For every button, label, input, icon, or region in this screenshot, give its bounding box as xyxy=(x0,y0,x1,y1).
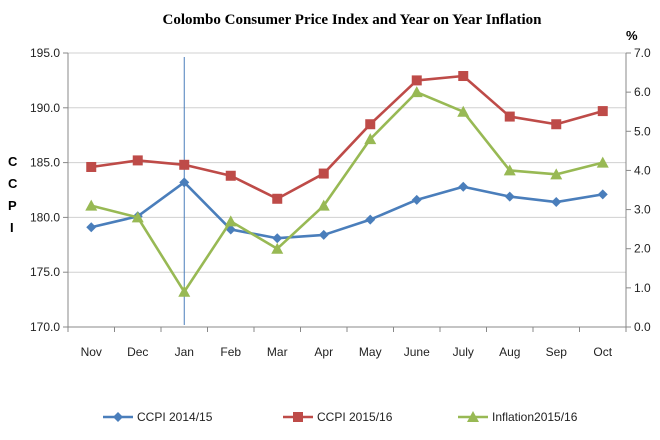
data-point xyxy=(225,170,236,181)
x-tick-label: Feb xyxy=(220,345,241,359)
data-point xyxy=(318,168,329,179)
x-tick-label: Aug xyxy=(499,345,520,359)
y-axis-left-label: C C P I xyxy=(8,154,18,235)
legend-label: Inflation2015/16 xyxy=(492,410,578,424)
data-point xyxy=(458,71,469,82)
x-tick-label: Apr xyxy=(314,345,333,359)
data-point xyxy=(597,189,608,200)
data-point xyxy=(410,86,423,98)
y-axis-left-ticks: 170.0 175.0 180.0 185.0 190.0 195.0 xyxy=(30,46,68,334)
series-line xyxy=(90,90,604,294)
data-point xyxy=(365,119,376,130)
data-point xyxy=(551,119,562,130)
series-ccpi-2015-16 xyxy=(86,71,608,204)
data-point xyxy=(597,106,608,117)
data-point xyxy=(131,211,144,223)
x-tick-label: Oct xyxy=(593,345,612,359)
legend-label: CCPI 2015/16 xyxy=(317,410,393,424)
x-tick-label: Jan xyxy=(175,345,194,359)
chart-title: Colombo Consumer Price Index and Year on… xyxy=(163,12,543,28)
y2-tick-label: 2.0 xyxy=(634,242,651,256)
y-tick-label: 175.0 xyxy=(30,265,60,279)
data-point xyxy=(551,197,562,208)
x-axis-ticks: Nov Dec Jan Feb Mar Apr May June July Aug Sep Oct xyxy=(67,327,627,359)
data-point xyxy=(365,214,376,225)
series-ccpi-2014-15 xyxy=(86,177,608,244)
data-point xyxy=(293,412,303,422)
data-point xyxy=(503,164,516,176)
data-point xyxy=(272,193,283,204)
y-axis-right-label: % xyxy=(626,28,638,43)
data-point xyxy=(85,199,98,211)
series-inflation2015-16 xyxy=(85,86,609,297)
data-point xyxy=(86,161,97,172)
y-axis-label-char: I xyxy=(10,220,14,235)
x-tick-label: July xyxy=(453,345,474,359)
y-tick-label: 195.0 xyxy=(30,46,60,60)
y2-tick-label: 0.0 xyxy=(634,320,651,334)
y-tick-label: 190.0 xyxy=(30,101,60,115)
y-tick-label: 180.0 xyxy=(30,210,60,224)
data-point xyxy=(457,105,470,117)
x-tick-label: May xyxy=(359,345,382,359)
data-point xyxy=(504,111,515,122)
data-point xyxy=(272,233,283,244)
y2-tick-label: 7.0 xyxy=(634,46,651,60)
data-point xyxy=(467,411,479,422)
y2-tick-label: 6.0 xyxy=(634,85,651,99)
legend-label: CCPI 2014/15 xyxy=(137,410,213,424)
data-point xyxy=(178,285,191,297)
x-tick-label: June xyxy=(404,345,430,359)
y-tick-label: 185.0 xyxy=(30,156,60,170)
series-line xyxy=(90,181,603,240)
plot-frame xyxy=(67,53,627,328)
y2-tick-label: 4.0 xyxy=(634,163,651,177)
x-tick-label: Nov xyxy=(81,345,102,359)
series-line xyxy=(91,74,604,201)
y2-tick-label: 5.0 xyxy=(634,124,651,138)
data-point xyxy=(86,222,97,233)
data-point xyxy=(318,229,329,240)
y-axis-label-char: C xyxy=(8,154,18,169)
data-point xyxy=(271,242,284,254)
y-axis-right-ticks: 0.0 1.0 2.0 3.0 4.0 5.0 6.0 7.0 xyxy=(626,46,651,334)
y2-tick-label: 3.0 xyxy=(634,203,651,217)
data-point xyxy=(411,194,422,205)
data-point xyxy=(113,412,123,422)
x-tick-label: Mar xyxy=(267,345,288,359)
x-tick-label: Dec xyxy=(127,345,148,359)
data-point xyxy=(179,159,190,170)
legend: CCPI 2014/15 CCPI 2015/16 Inflation2015/16 xyxy=(103,410,578,424)
data-point xyxy=(596,156,609,168)
y-axis-label-char: C xyxy=(8,176,18,191)
data-point xyxy=(458,181,469,192)
series-group xyxy=(85,71,609,297)
y-tick-label: 170.0 xyxy=(30,320,60,334)
data-point xyxy=(224,215,237,227)
data-point xyxy=(411,75,422,86)
data-point xyxy=(317,199,330,211)
y-axis-label-char: P xyxy=(8,198,17,213)
y2-tick-label: 1.0 xyxy=(634,281,651,295)
data-point xyxy=(179,177,190,188)
data-point xyxy=(132,155,143,166)
x-tick-label: Sep xyxy=(546,345,568,359)
data-point xyxy=(550,168,563,180)
data-point xyxy=(364,133,377,145)
data-point xyxy=(504,191,515,202)
